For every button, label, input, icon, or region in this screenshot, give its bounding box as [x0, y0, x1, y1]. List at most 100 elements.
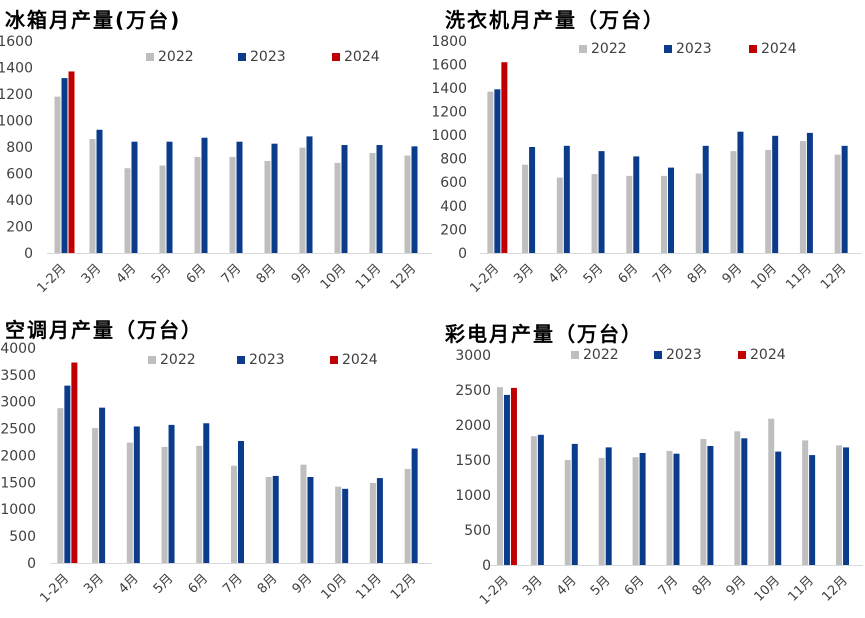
- y-tick-label: 1800: [433, 34, 467, 50]
- bar-2023-cat-4: [168, 424, 175, 563]
- x-tick-label: 9月: [723, 573, 749, 599]
- bar-2022-cat-8: [734, 431, 741, 565]
- x-tick-label: 7月: [219, 261, 245, 287]
- bar-2023-cat-10: [376, 478, 383, 563]
- y-tick-label: 3000: [0, 395, 36, 411]
- bar-2023-cat-11: [841, 145, 848, 253]
- legend-swatch: [332, 53, 340, 61]
- legend-label: 2023: [666, 347, 702, 363]
- y-tick-label: 2500: [455, 383, 491, 399]
- bar-2023-cat-1: [61, 78, 68, 253]
- legend-swatch: [237, 356, 245, 364]
- bar-2023-cat-6: [668, 167, 674, 253]
- x-tick-label: 6月: [185, 571, 211, 597]
- bar-2023-cat-7: [271, 143, 278, 253]
- bar-2022-cat-8: [299, 147, 306, 253]
- y-tick-label: 2500: [0, 422, 36, 438]
- x-tick-label: 5月: [581, 261, 607, 287]
- x-tick-label: 8月: [685, 261, 711, 287]
- bar-2022-cat-5: [194, 156, 201, 253]
- legend-item-2023: 2023: [237, 352, 285, 368]
- bar-2022-cat-3: [126, 442, 133, 563]
- bar-2022-cat-4: [159, 165, 166, 253]
- bar-2023-cat-8: [306, 136, 313, 253]
- legend-item-2022: 2022: [146, 49, 194, 65]
- legend-swatch: [238, 53, 246, 61]
- bar-2022-cat-11: [404, 155, 411, 253]
- bar-2023-cat-9: [775, 451, 782, 565]
- x-tick-label: 6月: [622, 573, 648, 599]
- y-tick-label: 0: [27, 556, 36, 572]
- y-tick-label: 1000: [433, 128, 467, 144]
- chart-title: 彩电月产量（万台）: [445, 322, 643, 346]
- x-tick-label: 6月: [615, 261, 641, 287]
- bar-2023-cat-11: [411, 448, 418, 563]
- bar-2022-cat-6: [661, 175, 667, 253]
- bar-2022-cat-8: [300, 464, 307, 563]
- bar-2023-cat-2: [96, 129, 103, 253]
- bar-2022-cat-7: [700, 439, 707, 565]
- bar-2023-cat-8: [307, 477, 314, 563]
- legend-item-2022: 2022: [148, 352, 196, 368]
- y-tick-label: 400: [6, 193, 33, 209]
- y-tick-label: 800: [6, 140, 33, 156]
- y-tick-label: 800: [440, 152, 467, 168]
- bar-2022-cat-8: [730, 151, 737, 253]
- x-tick-label: 1-2月: [467, 261, 502, 296]
- x-tick-label: 1-2月: [477, 573, 512, 608]
- air-conditioner-production-chart: 空调月产量（万台） 2022 2023 2024 0 500 1000 1500 200…: [0, 309, 432, 618]
- bar-2022-cat-9: [768, 418, 775, 565]
- y-tick-label: 2000: [455, 418, 491, 434]
- legend-item-2024: 2024: [332, 49, 380, 65]
- bar-2023-cat-11: [411, 146, 418, 253]
- y-tick-label: 500: [464, 523, 491, 539]
- bar-2023-cat-3: [133, 426, 140, 563]
- bar-2022-cat-11: [836, 445, 843, 565]
- bar-2023-cat-10: [376, 145, 383, 253]
- bar-2023-cat-5: [633, 156, 640, 253]
- bar-2023-cat-4: [166, 141, 173, 253]
- bar-2022-cat-9: [765, 149, 772, 253]
- legend-item-2024: 2024: [330, 352, 378, 368]
- tv-production-chart: 彩电月产量（万台） 2022 2023 2024 0 500 1000 1500 200…: [433, 309, 865, 618]
- y-tick-label: 1400: [0, 60, 33, 76]
- x-tick-label: 12月: [388, 261, 419, 292]
- legend-label: 2024: [750, 347, 786, 363]
- bar-2022-cat-1: [487, 91, 494, 254]
- bar-2022-cat-10: [369, 152, 376, 253]
- bar-2022-cat-3: [556, 177, 563, 253]
- chart-title: 空调月产量（万台）: [5, 318, 203, 342]
- x-tick-label: 5月: [149, 261, 175, 287]
- bar-2022-cat-7: [264, 160, 271, 253]
- x-tick-label: 1-2月: [37, 571, 72, 606]
- y-tick-label: 500: [9, 529, 36, 545]
- legend-label: 2024: [344, 49, 380, 65]
- x-tick-label: 3月: [79, 261, 105, 287]
- x-tick-label: 7月: [650, 261, 676, 287]
- legend-label: 2024: [761, 41, 797, 57]
- bar-2023-cat-1: [64, 385, 71, 563]
- bar-2023-cat-2: [537, 434, 544, 565]
- bar-2022-cat-10: [369, 482, 376, 563]
- x-tick-label: 11月: [353, 571, 384, 602]
- bar-2023-cat-9: [772, 135, 779, 253]
- chart-title: 洗衣机月产量（万台）: [445, 8, 665, 32]
- chart-title: 冰箱月产量(万台): [5, 8, 182, 32]
- y-tick-label: 1200: [433, 105, 467, 121]
- y-tick-label: 0: [482, 558, 491, 574]
- x-tick-label: 9月: [720, 261, 746, 287]
- x-tick-label: 5月: [588, 573, 614, 599]
- legend-item-2024: 2024: [738, 347, 786, 363]
- fridge-production-chart: 冰箱月产量(万台) 2022 2023 2024 0 200 400 600 800 10…: [0, 0, 432, 309]
- bar-2022-cat-10: [802, 440, 809, 565]
- bar-2023-cat-2: [529, 147, 536, 253]
- legend-item-2022: 2022: [571, 347, 619, 363]
- bar-2023-cat-7: [707, 446, 714, 565]
- bar-2022-cat-2: [530, 436, 537, 565]
- legend-item-2023: 2023: [654, 347, 702, 363]
- bar-2022-cat-1: [57, 408, 64, 563]
- bar-2023-cat-10: [806, 132, 813, 253]
- legend-swatch: [749, 45, 757, 53]
- legend-swatch: [664, 45, 672, 53]
- bar-2022-cat-2: [522, 164, 529, 253]
